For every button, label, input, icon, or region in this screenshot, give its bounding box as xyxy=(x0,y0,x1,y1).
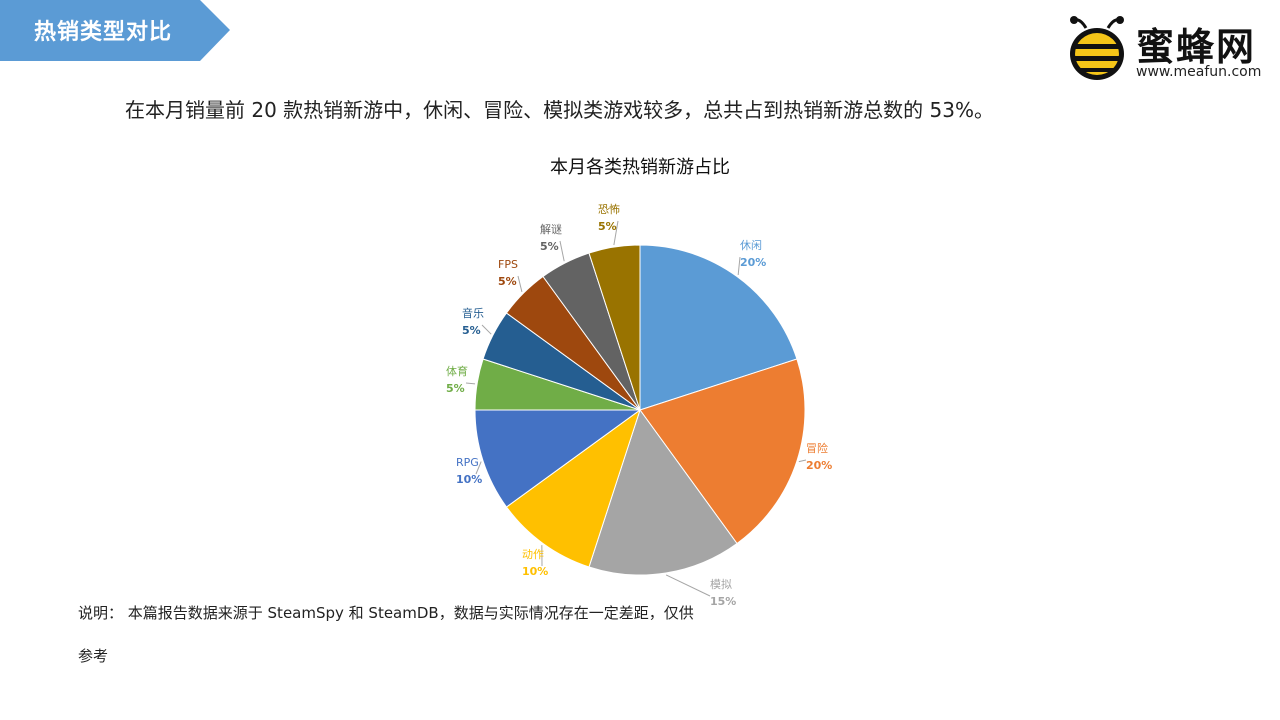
slice-category-label-3: 动作 xyxy=(522,548,544,561)
slice-percent-label-3: 10% xyxy=(522,565,548,578)
slice-percent-label-9: 5% xyxy=(598,220,617,233)
slice-percent-label-2: 15% xyxy=(710,595,736,608)
footnote-line-2: 参考 xyxy=(78,647,109,665)
logo-name: 蜜蜂网 xyxy=(1136,25,1257,69)
slice-category-label-5: 体育 xyxy=(446,364,468,378)
leader-line-9 xyxy=(613,220,619,246)
leader-line-1 xyxy=(798,459,807,463)
slice-category-label-6: 音乐 xyxy=(462,306,484,320)
slice-category-label-9: 恐怖 xyxy=(598,202,620,216)
pie-slice-0 xyxy=(639,244,798,411)
slice-category-label-0: 休闲 xyxy=(740,238,762,252)
pie-slice-1 xyxy=(639,358,806,545)
bee-icon xyxy=(1070,16,1124,80)
leader-line-5 xyxy=(465,382,476,385)
pie-slice-2 xyxy=(588,408,738,576)
chart-title: 本月各类热销新游占比 xyxy=(550,157,730,178)
leader-line-4 xyxy=(475,461,482,475)
slice-percent-label-1: 20% xyxy=(806,459,832,472)
slice-category-label-7: FPS xyxy=(498,258,518,271)
pie-slice-9 xyxy=(588,244,641,411)
banner-shape xyxy=(0,0,230,61)
brand-logo: 蜜蜂网 www.meafun.com xyxy=(1066,14,1266,84)
leader-line-2 xyxy=(665,574,711,597)
slice-category-label-1: 冒险 xyxy=(806,441,828,455)
leader-line-6 xyxy=(481,324,492,335)
leader-line-0 xyxy=(737,256,741,275)
slice-percent-label-7: 5% xyxy=(498,275,517,288)
slice-percent-label-4: 10% xyxy=(456,473,482,486)
slice-percent-label-6: 5% xyxy=(462,324,481,337)
slice-category-label-2: 模拟 xyxy=(710,577,732,591)
slice-category-label-8: 解谜 xyxy=(540,222,562,236)
logo-url: www.meafun.com xyxy=(1136,64,1262,80)
summary-text: 在本月销量前 20 款热销新游中，休闲、冒险、模拟类游戏较多，总共占到热销新游总… xyxy=(125,98,994,122)
pie-slice-4 xyxy=(474,409,642,508)
slice-percent-label-5: 5% xyxy=(446,382,465,395)
section-banner: 热销类型对比 xyxy=(0,0,230,61)
footnote-line-1: 说明： 本篇报告数据来源于 SteamSpy 和 SteamDB，数据与实际情况… xyxy=(78,604,694,622)
leader-line-8 xyxy=(559,240,565,262)
section-title: 热销类型对比 xyxy=(34,20,173,45)
slice-category-label-4: RPG xyxy=(456,456,479,469)
pie-slice-3 xyxy=(505,408,641,568)
slice-percent-label-0: 20% xyxy=(740,256,766,269)
leader-line-7 xyxy=(517,275,523,293)
slice-percent-label-8: 5% xyxy=(540,240,559,253)
